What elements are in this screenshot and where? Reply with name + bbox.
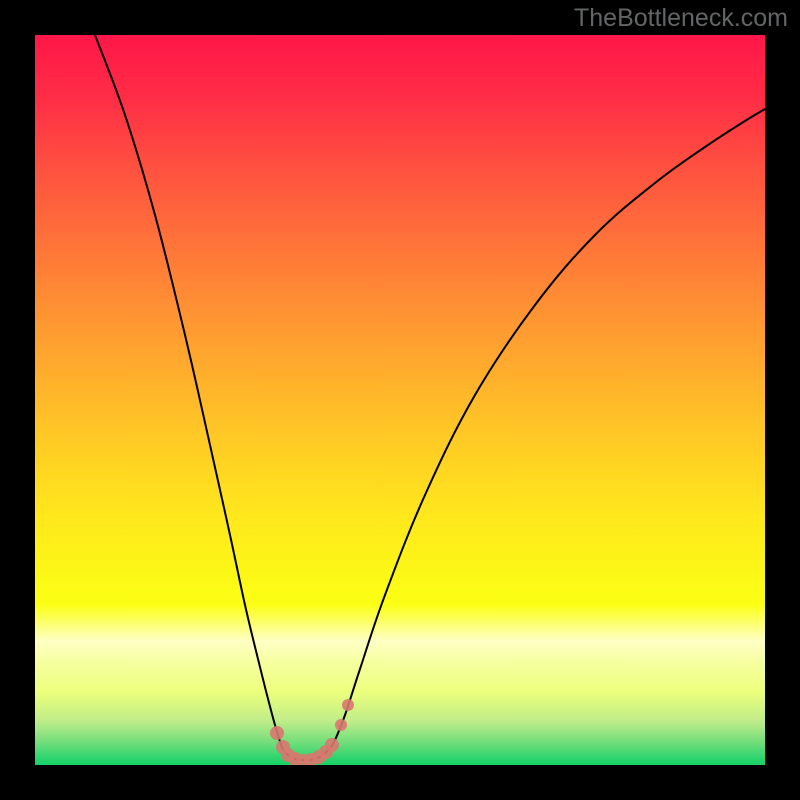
watermark-text: TheBottleneck.com <box>574 4 788 33</box>
plot-background <box>35 35 765 765</box>
plot-area <box>35 35 765 765</box>
curve-marker <box>270 726 284 740</box>
curve-marker <box>325 738 339 752</box>
plot-svg <box>35 35 765 765</box>
chart-container: TheBottleneck.com <box>0 0 800 800</box>
curve-marker <box>342 699 354 711</box>
curve-marker <box>335 719 347 731</box>
